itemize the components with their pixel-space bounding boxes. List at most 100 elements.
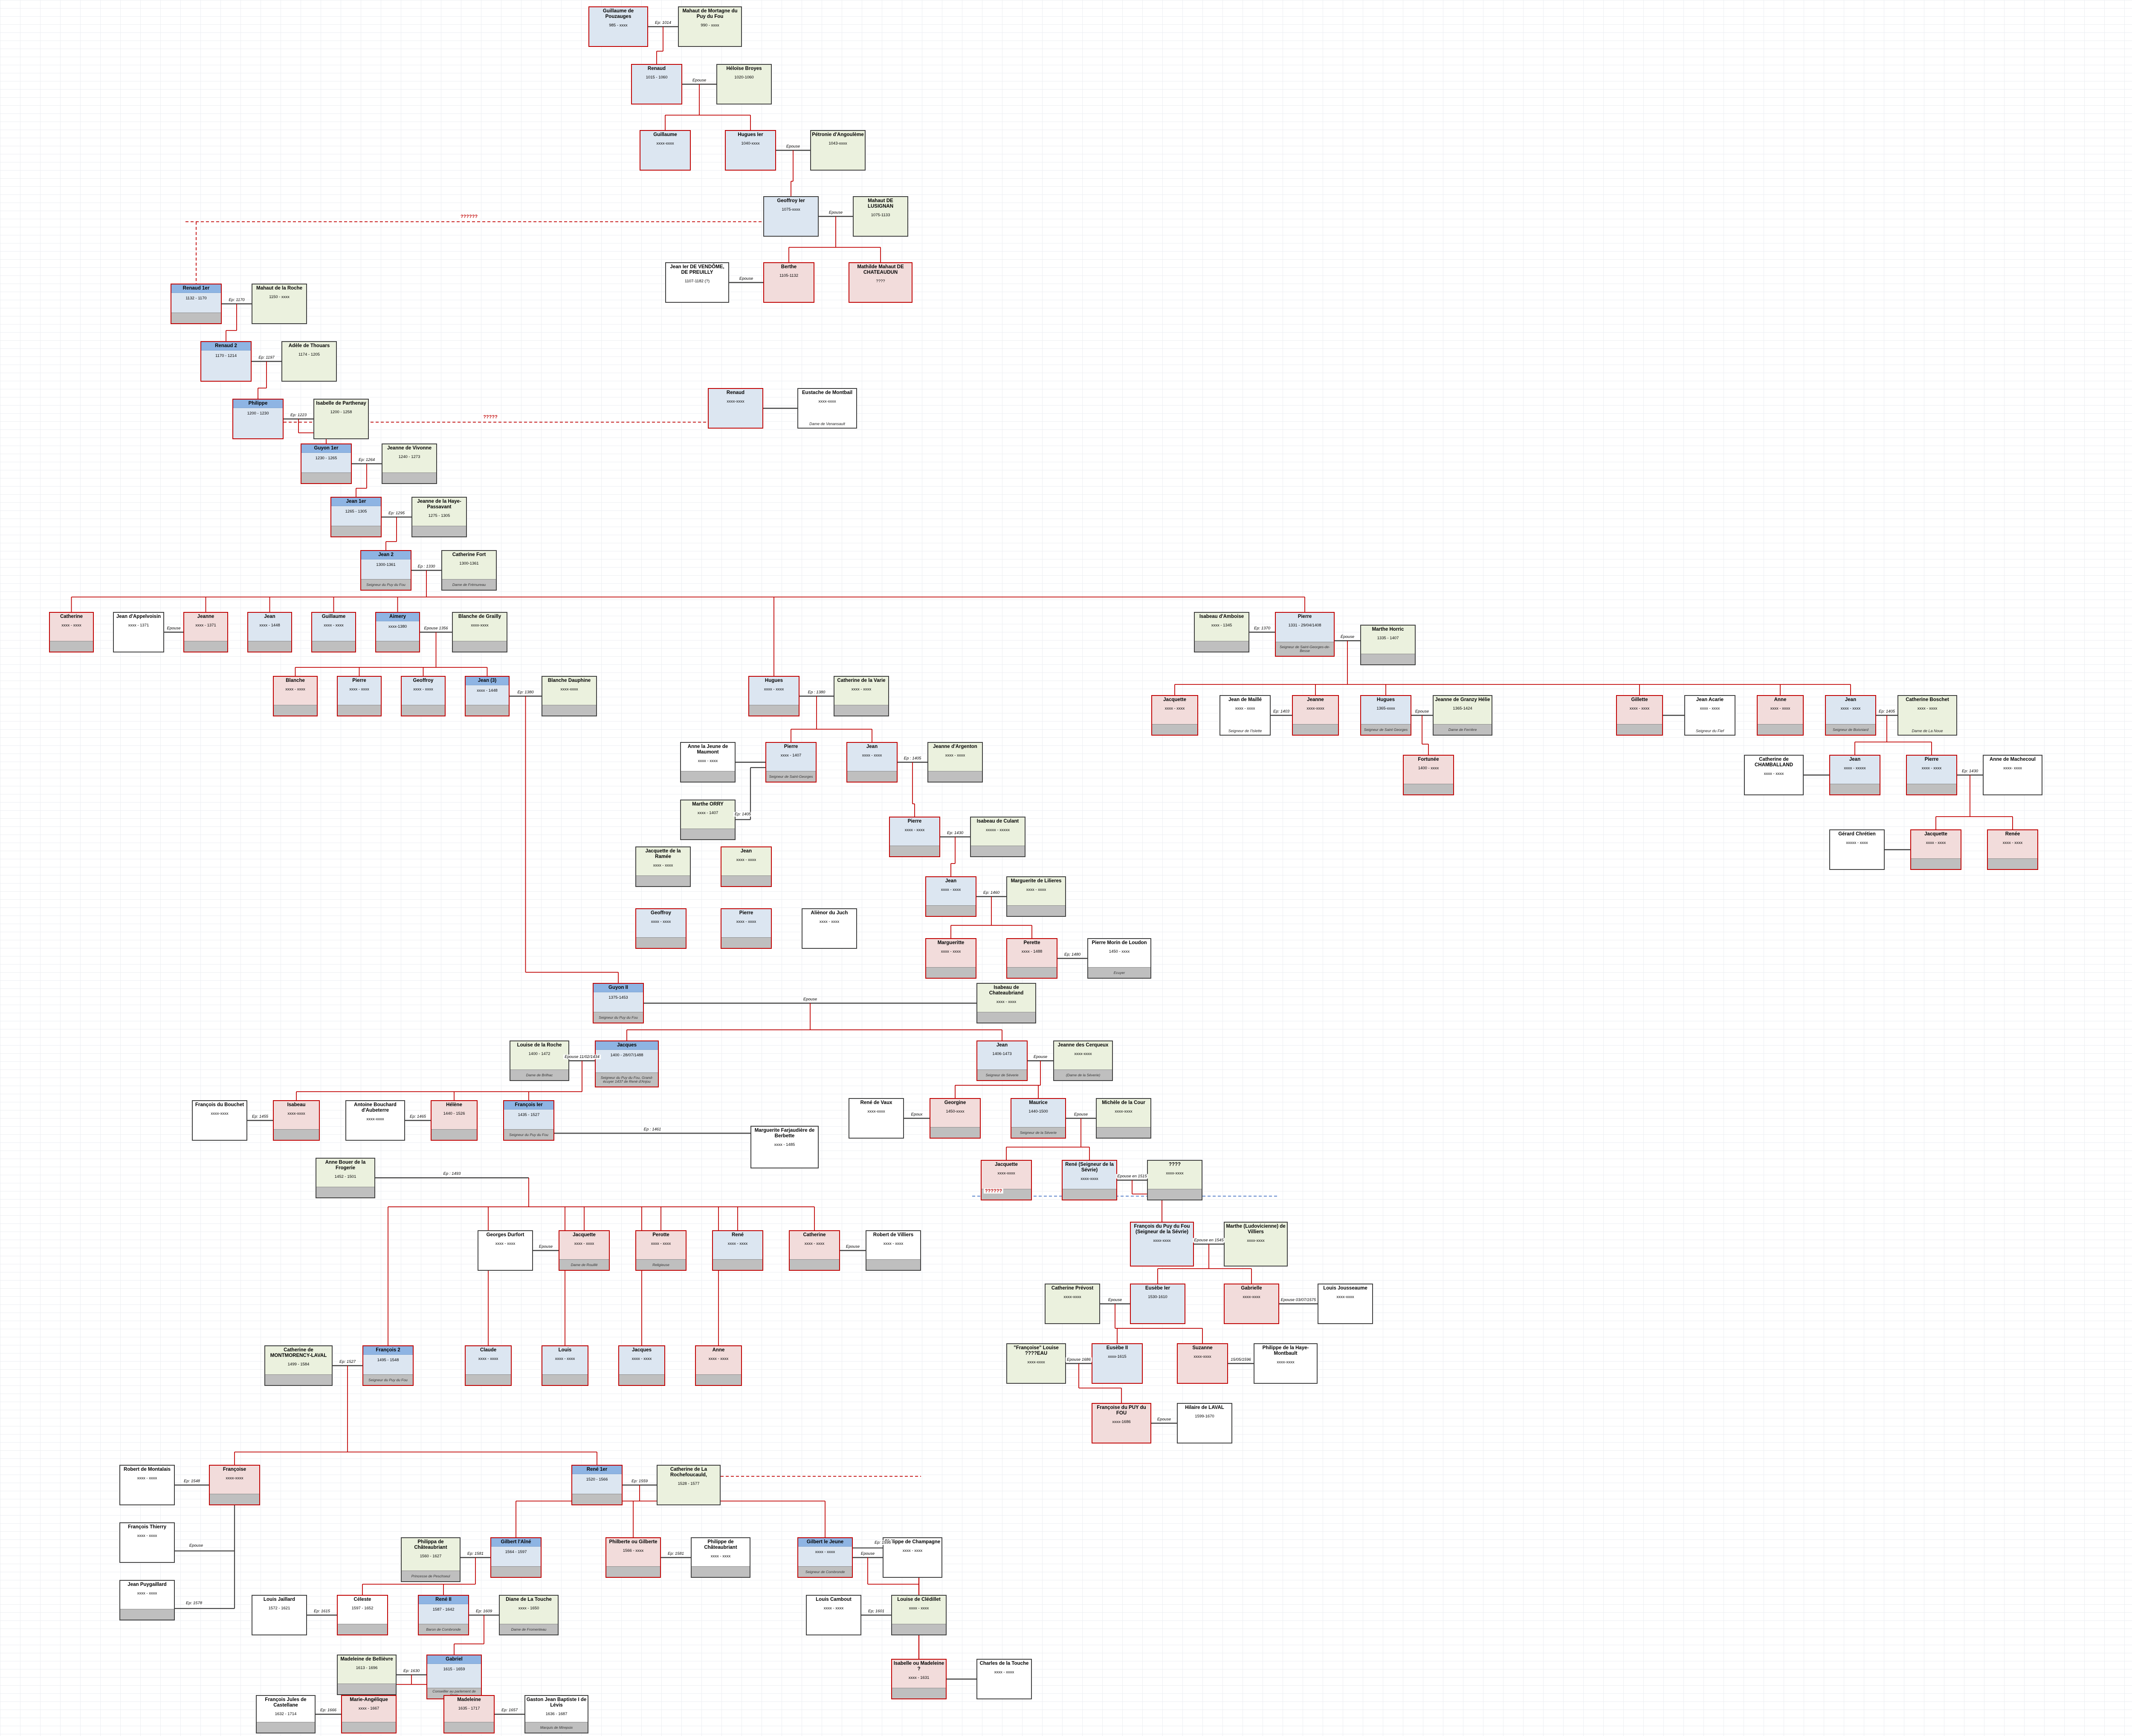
person-catherine_fort[interactable]: Catherine Fort 1300-1361 Dame de Frémureau xyxy=(441,550,497,591)
person-hilaire_laval[interactable]: Hilaire de LAVAL 1599-1670 xyxy=(1177,1403,1232,1443)
person-philippe_champagne[interactable]: Philippe de Champagne xxxx - xxxx xyxy=(883,1537,942,1578)
person-jacquette_f[interactable]: Jacquette xxxx - xxxx xyxy=(1910,829,1961,870)
person-guillaume_pouzauges[interactable]: Guillaume de Pouzauges 985 - xxxx xyxy=(588,6,648,47)
person-georgine[interactable]: Georgine 1450-xxxx xyxy=(930,1098,981,1139)
person-catherine_varie[interactable]: Catherine de la Varie xxxx - xxxx xyxy=(834,676,889,716)
person-francoise_pdf[interactable]: Françoise du PUY du FOU xxxx-1686 xyxy=(1092,1403,1151,1443)
person-perotte_j[interactable]: Perotte xxxx - xxxx Religieuse xyxy=(635,1230,687,1271)
person-louise_roche[interactable]: Louise de la Roche 1400 - 1472 Dame de Bri… xyxy=(510,1040,569,1081)
person-marie_unknown[interactable]: ???? xxxx-xxxx xyxy=(1147,1160,1202,1200)
person-jeanne_granzy[interactable]: Jeanne de Granzy Hélie 1365-1424 Dame de F… xyxy=(1433,695,1492,736)
person-eusebe_1er[interactable]: Eusèbe Ier 1530-1610 xyxy=(1130,1284,1185,1324)
person-helene_i[interactable]: Hélène 1440 - 1526 xyxy=(431,1100,478,1141)
person-mahaut_mortagne[interactable]: Mahaut de Mortagne du Puy du Fou 990 - xx… xyxy=(678,6,742,47)
person-guyon_1er[interactable]: Guyon 1er 1230 - 1265 xyxy=(301,443,352,484)
person-fortunee[interactable]: Fortunée 1400 - xxxx xyxy=(1403,755,1454,795)
person-antoine_bouchard[interactable]: Antoine Bouchard d'Aubeterre xxxx-xxxx xyxy=(345,1100,405,1141)
person-claude_k[interactable]: Claude xxxx - xxxx xyxy=(465,1345,512,1386)
person-francois_2[interactable]: François 2 1495 - 1548 Seigneur du Puy du … xyxy=(362,1345,414,1386)
person-philippe_pdf[interactable]: Philippe 1200 - 1230 xyxy=(232,399,284,439)
person-francois_thierry[interactable]: François Thierry xxxx - xxxx xyxy=(119,1522,175,1563)
person-jeanne_c[interactable]: Jeanne xxxx - 1371 xyxy=(183,612,228,652)
person-georges_durfort[interactable]: Georges Durfort xxxx - xxxx xyxy=(478,1230,533,1271)
person-isabeau_amboise[interactable]: Isabeau d'Amboise xxxx - 1345 xyxy=(1194,612,1249,652)
person-catherine_montmorency[interactable]: Catherine de MONTMORENCY-LAVAL 1499 - 158… xyxy=(264,1345,333,1386)
person-perette_i[interactable]: Perette xxxx - 1488 xyxy=(1006,938,1057,979)
person-isabelle_madeleine[interactable]: Isabelle ou Madeleine ? xxxx - 1631 xyxy=(891,1659,947,1699)
person-philippe_haye[interactable]: Philippe de la Haye-Montbault xxxx-xxxx xyxy=(1254,1343,1318,1384)
person-jean_h[interactable]: Jean xxxx - xxxx xyxy=(925,876,976,917)
person-hugues_e[interactable]: Hugues 1365-xxxx Seigneur de Saint Georges xyxy=(1360,695,1411,736)
person-jeanne_cerqueux[interactable]: Jeanne des Cerqueux xxxx-xxxx (Dame de la … xyxy=(1053,1040,1113,1081)
person-jacquette_n[interactable]: Jacquette xxxx-xxxx xyxy=(981,1160,1032,1200)
person-jean_d[interactable]: Jean xxxx - xxxx xyxy=(846,742,898,783)
person-anne_k[interactable]: Anne xxxx - xxxx xyxy=(695,1345,742,1386)
person-catherine_j[interactable]: Catherine xxxx - xxxx xyxy=(789,1230,840,1271)
person-marguerite_lilieres[interactable]: Marguerite de Lilieres xxxx - xxxx xyxy=(1006,876,1066,917)
person-suzanne[interactable]: Suzanne xxxx-xxxx xyxy=(1177,1343,1228,1384)
person-mahaut_roche[interactable]: Mahaut de la Roche 1150 - xxxx xyxy=(252,284,307,324)
person-philippe_chateaubriant[interactable]: Philippe de Châteaubriant xxxx - xxxx xyxy=(691,1537,750,1578)
person-gabriel[interactable]: Gabriel 1615 - 1659 Conseiller au parlemen… xyxy=(426,1655,482,1699)
person-robert_montalais[interactable]: Robert de Montalais xxxx - xxxx xyxy=(119,1465,175,1505)
person-guyon_2[interactable]: Guyon II 1375-1453 Seigneur du Puy du Fou xyxy=(593,983,644,1023)
person-pierre_morin[interactable]: Pierre Morin de Loudon 1450 - xxxx Ecuyer xyxy=(1087,938,1151,979)
person-gilbert_aine[interactable]: Gilbert l'Aîné 1564 - 1597 xyxy=(490,1537,542,1578)
person-berthe[interactable]: Berthe 1105-1132 xyxy=(763,262,814,303)
person-eustache_montbail[interactable]: Eustache de Montbail xxxx-xxxx Dame de Ven… xyxy=(797,388,857,429)
person-gabrielle[interactable]: Gabrielle xxxx-xxxx xyxy=(1224,1284,1279,1324)
person-mahaut_lusignan[interactable]: Mahaut DE LUSIGNAN 1075-1133 xyxy=(853,196,908,237)
person-isabeau_chateaubriand[interactable]: Isabeau de Chateaubriand xxxx - xxxx xyxy=(976,983,1036,1023)
person-jean_acarie[interactable]: Jean Acarie xxxx - xxxx Seigneur du Fief xyxy=(1684,695,1735,736)
person-hugues_1er[interactable]: Hugues Ier 1040-xxxx xyxy=(725,130,776,171)
person-francoise_louise[interactable]: "Françoise" Louise ????EAU xxxx-xxxx xyxy=(1006,1343,1066,1384)
person-marie_angelique[interactable]: Marie-Angélique xxxx - 1667 xyxy=(341,1695,397,1733)
person-michele_cour[interactable]: Michèle de la Cour xxxx-xxxx xyxy=(1096,1098,1151,1139)
person-anne_machecoul[interactable]: Anne de Machecoul xxxx- xxxx xyxy=(1983,755,2042,795)
person-philberte[interactable]: Philberte ou Gilberte 1566 - xxxx xyxy=(605,1537,661,1578)
person-louis_k[interactable]: Louis xxxx - xxxx xyxy=(542,1345,588,1386)
person-louise_cledillet[interactable]: Louise de Clédillet xxxx - xxxx xyxy=(891,1595,947,1635)
person-isabeau_i[interactable]: Isabeau xxxx-xxxx xyxy=(273,1100,320,1141)
person-gaston_levis[interactable]: Gaston Jean Baptiste I de Lévis 1636 - 16… xyxy=(524,1695,588,1733)
person-jean_g[interactable]: Jean xxxx - xxxx xyxy=(721,846,772,887)
person-rene_sevrie[interactable]: René (Seigneur de la Sévrie) xxxx-xxxx xyxy=(1062,1160,1117,1200)
person-jeanne_argenton[interactable]: Jeanne d'Argenton xxxx - xxxx xyxy=(927,742,983,783)
person-mathilde_chateaudun[interactable]: Mathilde Mahaut DE CHATEAUDUN???? xyxy=(849,262,912,303)
person-catherine_c[interactable]: Catherine xxxx - xxxx xyxy=(49,612,94,652)
person-gillette[interactable]: Gillette xxxx - xxxx xyxy=(1616,695,1663,736)
person-anne_maumont[interactable]: Anne la Jeune de Maumont xxxx - xxxx xyxy=(680,742,736,783)
person-blanche_dauphine[interactable]: Blanche Dauphine xxxx-xxxx xyxy=(542,676,597,716)
person-anne_bouer[interactable]: Anne Bouer de la Frogerie 1452 - 1501 xyxy=(316,1158,375,1198)
person-louis_jaillard[interactable]: Louis Jaillard 1572 - 1621 xyxy=(252,1595,307,1635)
person-renaud_c[interactable]: Renaud xxxx-xxxx xyxy=(708,388,763,429)
person-jean_3[interactable]: Jean (3) xxxx - 1448 xyxy=(465,676,510,716)
person-catherine_boschet[interactable]: Catherine Boschet xxxx - xxxx Dame de La N… xyxy=(1897,695,1957,736)
person-pierre_g[interactable]: Pierre xxxx - xxxx xyxy=(721,908,772,949)
person-marthe_horric[interactable]: Marthe Horric 1335 - 1407 xyxy=(1360,625,1416,665)
person-jean_severie[interactable]: Jean 1406-1473 Seigneur de Séverie xyxy=(976,1040,1028,1081)
person-pierre_h[interactable]: Pierre xxxx - xxxx xyxy=(889,817,940,857)
person-renaud_a[interactable]: Renaud 1015 - 1060 xyxy=(631,64,682,104)
person-renee_f[interactable]: Renée xxxx - xxxx xyxy=(1987,829,2038,870)
person-guillaume_b[interactable]: Guillaume xxxx-xxxx xyxy=(640,130,691,171)
person-anne_e[interactable]: Anne xxxx - xxxx xyxy=(1757,695,1804,736)
person-jacquette_ramee[interactable]: Jacquette de la Ramée xxxx - xxxx xyxy=(635,846,691,887)
person-pierre_b[interactable]: Pierre 1331 - 29/04/1408 Seigneur de Saint… xyxy=(1275,612,1335,657)
person-jacquette_j[interactable]: Jacquette xxxx - xxxx Dame de Rouillé xyxy=(559,1230,610,1271)
person-jean_vendome[interactable]: Jean Ier DE VENDÔME, DE PREUILLY 1107-118… xyxy=(665,262,729,303)
person-geoffroy_1er[interactable]: Geoffroy Ier 1075-xxxx xyxy=(763,196,819,237)
person-jean_c[interactable]: Jean xxxx - 1448 xyxy=(247,612,292,652)
person-catherine_prevost[interactable]: Catherine Prévost xxxx-xxxx xyxy=(1045,1284,1100,1324)
person-renaud_1er[interactable]: Renaud 1er 1132 - 1170 xyxy=(171,284,222,324)
person-jean_appelvoisin[interactable]: Jean d'Appelvoisin xxxx - 1371 xyxy=(113,612,164,652)
person-isabelle_parthenay[interactable]: Isabelle de Parthenay 1200 - 1258 xyxy=(313,399,369,439)
person-rene_vaux[interactable]: René de Vaux xxxx-xxxx xyxy=(849,1098,904,1139)
person-jean_2[interactable]: Jean 2 1300-1361 Seigneur du Puy du Fou xyxy=(360,550,411,591)
person-geoffroy_g[interactable]: Geoffroy xxxx - xxxx xyxy=(635,908,687,949)
person-pierre_d[interactable]: Pierre xxxx - 1407 Seigneur de Saint-Georg… xyxy=(765,742,817,783)
person-gerard_chretien[interactable]: Gérard Chrétien xxxxx - xxxx xyxy=(1829,829,1885,870)
person-jeanne_haye[interactable]: Jeanne de la Haye-Passavant 1275 - 1305 xyxy=(411,497,467,537)
person-pierre_c[interactable]: Pierre xxxx - xxxx xyxy=(337,676,382,716)
person-catherine_chamballand[interactable]: Catherine de CHAMBALLAND xxxx - xxxx xyxy=(1744,755,1804,795)
